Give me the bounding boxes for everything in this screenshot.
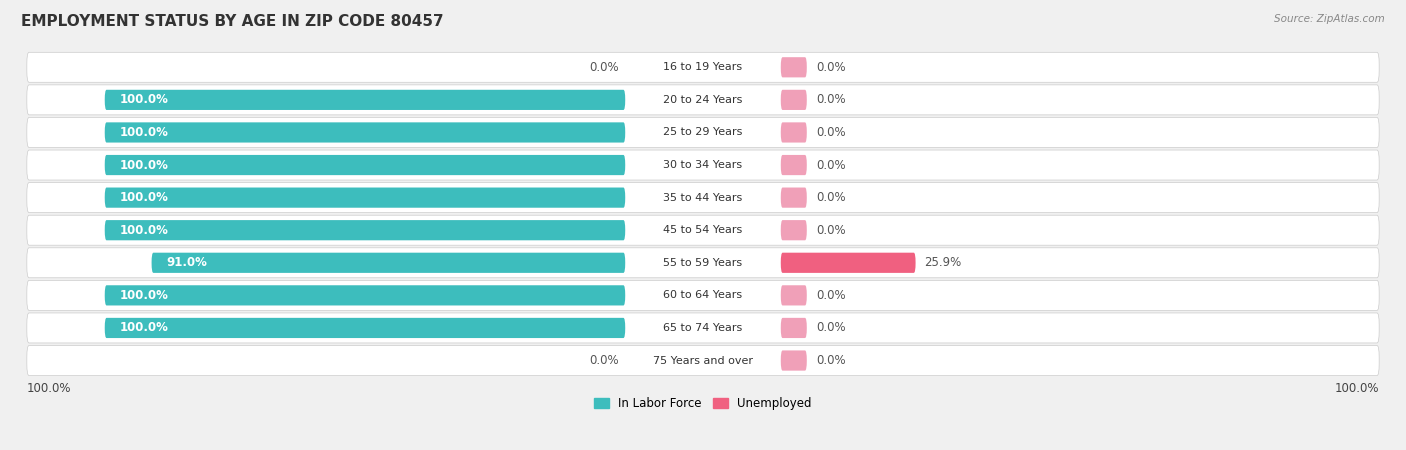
Text: 75 Years and over: 75 Years and over	[652, 356, 754, 365]
FancyBboxPatch shape	[27, 117, 1379, 148]
Text: 100.0%: 100.0%	[120, 93, 169, 106]
Text: 0.0%: 0.0%	[815, 289, 845, 302]
Legend: In Labor Force, Unemployed: In Labor Force, Unemployed	[595, 397, 811, 410]
Text: Source: ZipAtlas.com: Source: ZipAtlas.com	[1274, 14, 1385, 23]
FancyBboxPatch shape	[780, 122, 807, 143]
Text: 91.0%: 91.0%	[166, 256, 208, 269]
FancyBboxPatch shape	[780, 318, 807, 338]
Text: 0.0%: 0.0%	[815, 61, 845, 74]
Text: 100.0%: 100.0%	[120, 126, 169, 139]
FancyBboxPatch shape	[27, 215, 1379, 245]
Text: 30 to 34 Years: 30 to 34 Years	[664, 160, 742, 170]
Text: 0.0%: 0.0%	[815, 224, 845, 237]
Text: 45 to 54 Years: 45 to 54 Years	[664, 225, 742, 235]
Text: 25.9%: 25.9%	[925, 256, 962, 269]
Text: 20 to 24 Years: 20 to 24 Years	[664, 95, 742, 105]
Text: 100.0%: 100.0%	[120, 321, 169, 334]
Text: 0.0%: 0.0%	[815, 158, 845, 171]
Text: 25 to 29 Years: 25 to 29 Years	[664, 127, 742, 137]
Text: 100.0%: 100.0%	[120, 191, 169, 204]
FancyBboxPatch shape	[27, 85, 1379, 115]
FancyBboxPatch shape	[780, 155, 807, 175]
FancyBboxPatch shape	[780, 57, 807, 77]
Text: 16 to 19 Years: 16 to 19 Years	[664, 62, 742, 72]
Text: 0.0%: 0.0%	[815, 354, 845, 367]
Text: 100.0%: 100.0%	[120, 289, 169, 302]
FancyBboxPatch shape	[104, 220, 626, 240]
FancyBboxPatch shape	[104, 285, 626, 306]
FancyBboxPatch shape	[780, 351, 807, 371]
FancyBboxPatch shape	[104, 318, 626, 338]
FancyBboxPatch shape	[780, 253, 915, 273]
FancyBboxPatch shape	[27, 248, 1379, 278]
FancyBboxPatch shape	[27, 183, 1379, 212]
FancyBboxPatch shape	[104, 188, 626, 208]
Text: 0.0%: 0.0%	[589, 61, 619, 74]
Text: 100.0%: 100.0%	[120, 158, 169, 171]
Text: 55 to 59 Years: 55 to 59 Years	[664, 258, 742, 268]
FancyBboxPatch shape	[780, 285, 807, 306]
Text: 100.0%: 100.0%	[120, 224, 169, 237]
Text: 60 to 64 Years: 60 to 64 Years	[664, 290, 742, 300]
FancyBboxPatch shape	[780, 188, 807, 208]
Text: 100.0%: 100.0%	[1334, 382, 1379, 395]
FancyBboxPatch shape	[152, 253, 626, 273]
Text: 0.0%: 0.0%	[815, 93, 845, 106]
FancyBboxPatch shape	[104, 122, 626, 143]
FancyBboxPatch shape	[780, 90, 807, 110]
Text: 0.0%: 0.0%	[815, 126, 845, 139]
Text: 65 to 74 Years: 65 to 74 Years	[664, 323, 742, 333]
Text: 0.0%: 0.0%	[589, 354, 619, 367]
FancyBboxPatch shape	[27, 52, 1379, 82]
Text: 35 to 44 Years: 35 to 44 Years	[664, 193, 742, 202]
Text: 0.0%: 0.0%	[815, 321, 845, 334]
FancyBboxPatch shape	[27, 150, 1379, 180]
FancyBboxPatch shape	[104, 90, 626, 110]
FancyBboxPatch shape	[27, 346, 1379, 375]
FancyBboxPatch shape	[104, 155, 626, 175]
Text: 0.0%: 0.0%	[815, 191, 845, 204]
FancyBboxPatch shape	[780, 220, 807, 240]
Text: EMPLOYMENT STATUS BY AGE IN ZIP CODE 80457: EMPLOYMENT STATUS BY AGE IN ZIP CODE 804…	[21, 14, 444, 28]
Text: 100.0%: 100.0%	[27, 382, 72, 395]
FancyBboxPatch shape	[27, 280, 1379, 310]
FancyBboxPatch shape	[27, 313, 1379, 343]
